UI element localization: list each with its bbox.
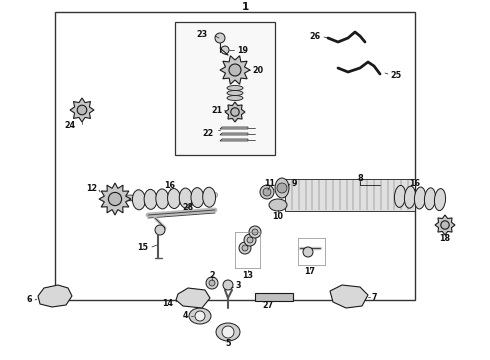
Text: 16: 16: [165, 180, 175, 189]
Text: 17: 17: [304, 267, 316, 276]
Ellipse shape: [404, 186, 416, 208]
Text: 2: 2: [209, 270, 215, 279]
Text: 14: 14: [162, 300, 173, 309]
Polygon shape: [220, 139, 248, 141]
Text: 15: 15: [137, 243, 148, 252]
Text: 11: 11: [265, 179, 275, 188]
Circle shape: [244, 234, 256, 246]
Text: 10: 10: [272, 212, 284, 220]
Polygon shape: [435, 215, 455, 235]
Polygon shape: [220, 127, 248, 129]
Text: 25: 25: [390, 71, 401, 80]
Circle shape: [247, 237, 253, 243]
Circle shape: [229, 64, 241, 76]
Ellipse shape: [269, 199, 287, 211]
Text: 12: 12: [86, 184, 97, 193]
Text: 16: 16: [410, 179, 420, 188]
Circle shape: [215, 33, 225, 43]
Text: 24: 24: [65, 121, 75, 130]
Text: 4: 4: [182, 311, 188, 320]
Ellipse shape: [156, 189, 169, 209]
Text: 21: 21: [211, 105, 222, 114]
Polygon shape: [220, 133, 248, 135]
Text: 27: 27: [263, 301, 273, 310]
Circle shape: [242, 245, 248, 251]
Bar: [55, 12, 415, 300]
Polygon shape: [38, 285, 72, 307]
Polygon shape: [176, 288, 210, 308]
Ellipse shape: [435, 189, 445, 211]
Polygon shape: [220, 56, 250, 84]
Circle shape: [303, 247, 313, 257]
Ellipse shape: [227, 86, 243, 90]
Circle shape: [263, 188, 271, 196]
Ellipse shape: [424, 188, 436, 210]
Polygon shape: [225, 102, 245, 122]
Text: 6: 6: [26, 296, 32, 305]
Circle shape: [206, 277, 218, 289]
Ellipse shape: [168, 189, 180, 208]
Text: 26: 26: [309, 32, 320, 41]
Text: 13: 13: [243, 270, 253, 279]
Text: 23: 23: [196, 30, 207, 39]
Ellipse shape: [415, 187, 426, 209]
Circle shape: [249, 226, 261, 238]
Text: 1: 1: [242, 2, 248, 12]
Circle shape: [77, 105, 87, 115]
Text: 18: 18: [440, 234, 451, 243]
Text: 28: 28: [182, 202, 194, 212]
Text: 9: 9: [292, 179, 297, 188]
Ellipse shape: [179, 188, 192, 208]
Polygon shape: [330, 285, 368, 308]
Ellipse shape: [216, 323, 240, 341]
Ellipse shape: [227, 95, 243, 100]
Bar: [285, 179, 415, 211]
Text: 5: 5: [225, 339, 231, 348]
Text: 22: 22: [203, 129, 214, 138]
Text: 3: 3: [235, 282, 241, 291]
Text: 20: 20: [252, 66, 263, 75]
Ellipse shape: [189, 308, 211, 324]
Circle shape: [155, 225, 165, 235]
Ellipse shape: [394, 185, 406, 207]
Circle shape: [231, 108, 239, 116]
Circle shape: [221, 46, 229, 54]
Bar: [175, 22, 275, 155]
Circle shape: [223, 280, 233, 290]
Circle shape: [108, 192, 122, 206]
Polygon shape: [99, 183, 131, 215]
Circle shape: [195, 311, 205, 321]
Circle shape: [252, 229, 258, 235]
Ellipse shape: [227, 90, 243, 95]
Circle shape: [441, 221, 449, 229]
Circle shape: [222, 326, 234, 338]
Ellipse shape: [191, 188, 204, 208]
Ellipse shape: [144, 189, 157, 210]
Circle shape: [209, 280, 215, 286]
Circle shape: [260, 185, 274, 199]
Circle shape: [239, 242, 251, 254]
Circle shape: [277, 183, 287, 193]
Bar: [255, 293, 293, 301]
Ellipse shape: [203, 187, 216, 207]
Ellipse shape: [132, 190, 146, 210]
Polygon shape: [70, 98, 94, 122]
Text: 7: 7: [372, 292, 377, 302]
Text: 8: 8: [357, 174, 363, 183]
Ellipse shape: [275, 178, 289, 198]
Text: 19: 19: [237, 45, 248, 54]
